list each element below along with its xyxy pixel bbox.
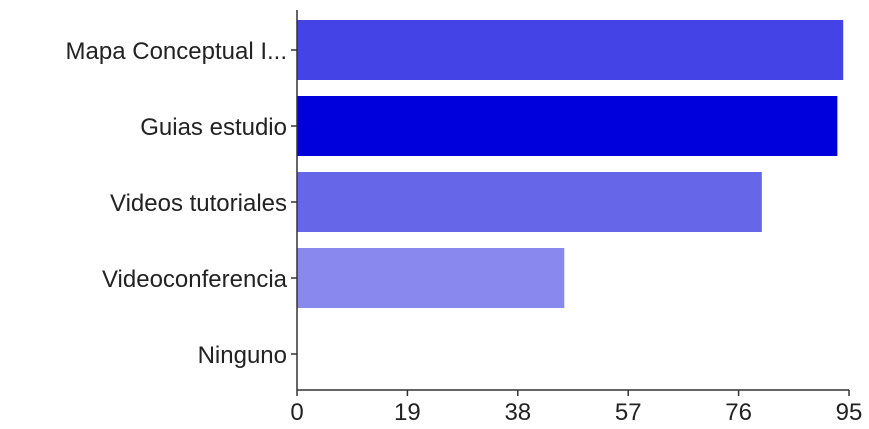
bar-3 [297,248,565,308]
x-tick-label-3: 57 [615,399,642,426]
category-label-0: Mapa Conceptual I... [66,38,287,65]
x-tick-label-4: 76 [725,399,752,426]
category-label-3: Videoconferencia [102,266,288,293]
bars-group [297,20,844,308]
x-tick-label-2: 38 [504,399,531,426]
x-tick-label-1: 19 [394,399,421,426]
category-ticks [291,49,297,355]
category-label-2: Videos tutoriales [110,190,287,217]
bar-1 [297,96,838,156]
x-tick-labels: 0 19 38 57 76 95 [290,399,862,426]
category-label-1: Guias estudio [140,114,287,141]
bar-0 [297,20,844,80]
category-labels: Mapa Conceptual I... Guias estudio Videos … [66,38,288,369]
bar-2 [297,172,762,232]
x-ticks [296,390,850,396]
x-tick-label-5: 95 [836,399,863,426]
x-tick-label-0: 0 [290,399,303,426]
category-label-4: Ninguno [198,342,287,369]
